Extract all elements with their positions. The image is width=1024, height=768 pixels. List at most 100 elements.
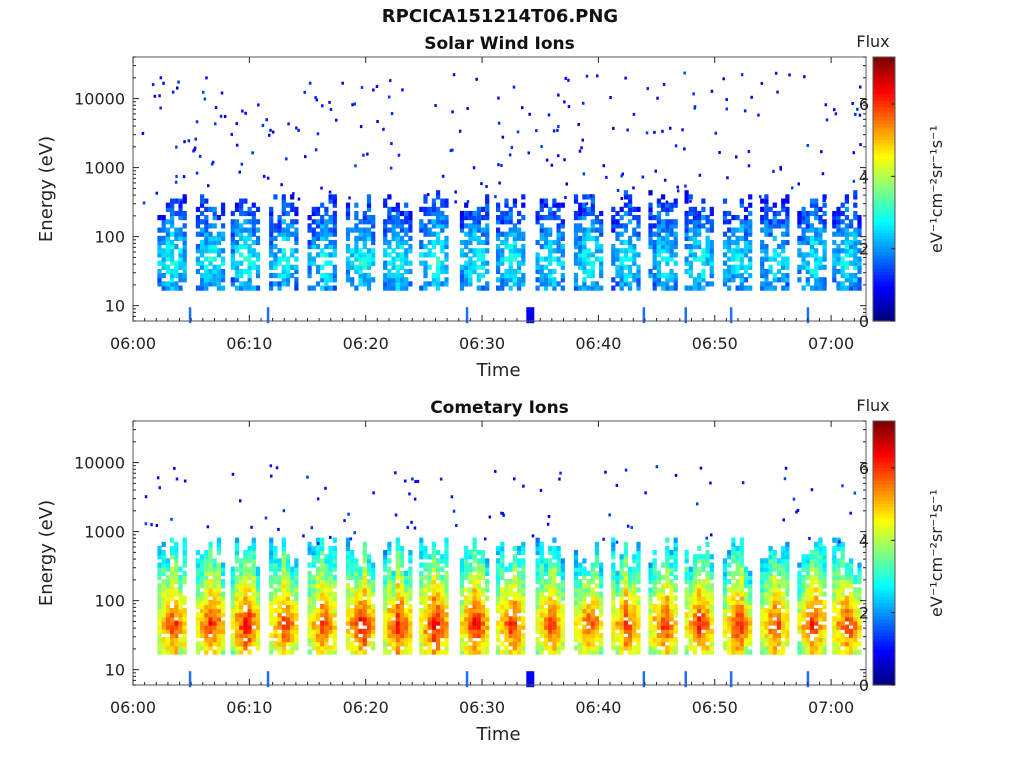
heat-cell [594, 649, 600, 655]
heat-cell [543, 256, 549, 262]
heat-cell [358, 227, 363, 233]
heat-cell [705, 620, 710, 626]
heat-cell [399, 570, 405, 576]
scatter-cell [710, 89, 714, 93]
heat-cell [743, 583, 749, 589]
heat-cell [535, 641, 540, 647]
heat-cell [358, 566, 363, 572]
heat-cell [594, 215, 600, 221]
scatter-cell [214, 106, 218, 109]
heat-cell [277, 285, 282, 291]
heat-cell [216, 583, 221, 589]
heat-cell [652, 645, 657, 651]
heat-cell [517, 595, 522, 601]
heat-cell [776, 260, 782, 266]
heat-cell [247, 616, 252, 622]
heat-cell [383, 285, 388, 291]
heat-cell [648, 223, 653, 229]
heat-cell [615, 252, 620, 258]
heat-cell [399, 620, 405, 626]
heat-cell [200, 620, 205, 626]
heat-cell [315, 579, 321, 585]
heat-cell [419, 649, 424, 655]
heat-cell [332, 239, 337, 246]
heat-cell [290, 624, 295, 630]
heat-cell [836, 223, 841, 229]
heat-cell [307, 273, 312, 279]
heat-cell [688, 566, 693, 572]
heat-cell [619, 281, 624, 287]
heat-cell [444, 281, 449, 287]
heat-cell [772, 579, 777, 585]
heat-cell [727, 628, 732, 634]
heat-cell [221, 210, 226, 217]
heat-cell [611, 620, 616, 626]
heat-cell [844, 194, 849, 200]
heat-cell [255, 206, 261, 212]
heat-cell [648, 624, 653, 630]
heat-cell [345, 227, 351, 233]
heat-cell [764, 210, 769, 217]
heat-cell [234, 628, 240, 634]
heat-cell [419, 206, 424, 212]
heat-cell [697, 227, 702, 233]
heat-cell [517, 285, 522, 291]
heat-cell [844, 264, 849, 270]
heat-cell [255, 219, 261, 225]
heat-cell [656, 248, 661, 254]
heat-cell [371, 215, 376, 221]
heat-cell [590, 268, 595, 275]
heat-cell [444, 591, 449, 597]
heat-cell [277, 649, 282, 655]
heat-cell [539, 616, 544, 622]
heat-cell [636, 624, 641, 630]
heat-cell [661, 235, 666, 241]
heat-cell [332, 537, 337, 543]
heat-cell [404, 277, 409, 283]
heat-cell [395, 256, 400, 262]
heat-cell [234, 239, 240, 246]
heat-cell [464, 545, 469, 552]
heat-cell [480, 558, 486, 564]
heat-cell [221, 595, 226, 601]
heat-cell [512, 223, 517, 229]
heat-cell [170, 198, 175, 204]
heat-cell [436, 215, 441, 221]
heat-cell [535, 616, 540, 622]
colorbar-step [873, 241, 895, 246]
colorbar-step [873, 146, 895, 150]
heat-cell [781, 632, 786, 639]
heat-cell [656, 239, 661, 246]
heat-cell [632, 554, 637, 560]
heat-cell [165, 599, 170, 605]
heat-cell [692, 595, 698, 601]
scatter-cell [693, 105, 697, 109]
heat-cell [354, 256, 359, 262]
heat-cell [582, 558, 587, 564]
heat-cell [358, 268, 363, 275]
heat-cell [692, 616, 698, 622]
heat-cell [277, 587, 282, 593]
heat-cell [781, 649, 786, 655]
heat-cell [586, 256, 591, 262]
heat-cell [836, 219, 841, 225]
heat-cell [496, 579, 501, 585]
heat-cell [178, 574, 183, 581]
heat-cell [673, 637, 678, 643]
colorbar-step [873, 172, 895, 177]
heat-cell [772, 550, 777, 556]
heat-cell [239, 210, 244, 217]
heat-cell [832, 219, 837, 225]
colorbar-step [873, 80, 895, 84]
heat-cell [805, 219, 810, 225]
heat-cell [512, 616, 517, 622]
heat-cell [221, 235, 226, 241]
heat-cell [586, 616, 591, 622]
heat-cell [628, 268, 633, 275]
heat-cell [174, 632, 179, 639]
heat-cell [358, 637, 363, 643]
heat-cell [468, 231, 473, 237]
heat-cell [480, 603, 486, 610]
heat-cell [464, 562, 469, 568]
heat-cell [285, 641, 291, 647]
